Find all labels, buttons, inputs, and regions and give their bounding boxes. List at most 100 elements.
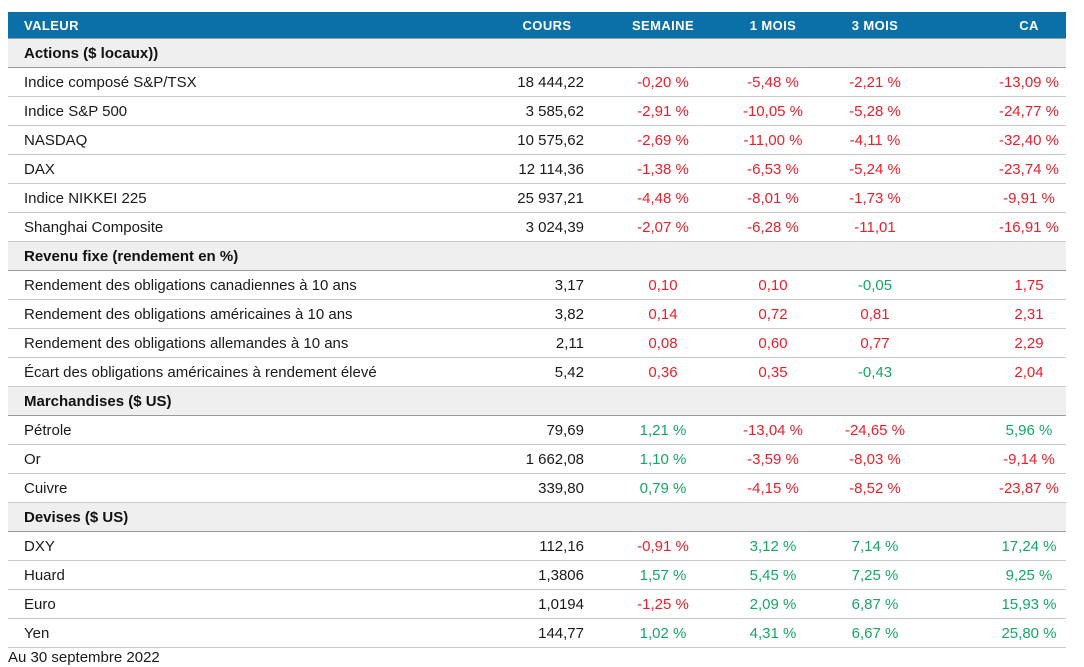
negative-change: -2,91 % — [637, 102, 689, 120]
negative-change: 2,31 — [1014, 305, 1044, 323]
change-value: -9,91 % — [932, 183, 1066, 213]
change-value: 1,57 % — [598, 560, 728, 590]
column-header-cours: COURS — [496, 12, 598, 39]
negative-change: -8,52 % — [849, 479, 901, 497]
change-value: -32,40 % — [932, 125, 1066, 155]
change-value: -0,91 % — [598, 531, 728, 561]
negative-change: -24,65 % — [844, 421, 906, 439]
negative-change: -2,07 % — [637, 218, 689, 236]
change-value: -6,53 % — [728, 154, 818, 184]
negative-change: -6,53 % — [747, 160, 799, 178]
negative-change: -32,40 % — [998, 131, 1060, 149]
negative-change: 0,10 — [648, 276, 678, 294]
instrument-label: Euro — [8, 589, 496, 619]
positive-change: 2,09 % — [749, 595, 797, 613]
change-value: 0,79 % — [598, 473, 728, 503]
change-value: -1,73 % — [818, 183, 932, 213]
table-row: Indice NIKKEI 225 25 937,21 -4,48 % -8,01 %… — [8, 183, 1066, 213]
positive-change: 7,14 % — [851, 537, 899, 555]
positive-change: 1,57 % — [639, 566, 687, 584]
cours-value: 12 114,36 — [496, 154, 598, 184]
negative-change: -5,28 % — [849, 102, 901, 120]
negative-change: 0,10 — [758, 276, 788, 294]
change-value: -2,21 % — [818, 67, 932, 97]
change-value: -8,52 % — [818, 473, 932, 503]
cours-value: 5,42 — [496, 357, 598, 387]
table-row: NASDAQ 10 575,62 -2,69 % -11,00 % -4,11 % -32… — [8, 125, 1066, 155]
negative-change: -11,00 % — [743, 131, 803, 149]
change-value: 7,25 % — [818, 560, 932, 590]
positive-change: -0,05 — [857, 276, 893, 294]
change-value: -9,14 % — [932, 444, 1066, 474]
table-body: Actions ($ locaux)) Indice composé S&P/TS… — [8, 38, 1066, 648]
instrument-label: Shanghai Composite — [8, 212, 496, 242]
change-value: -4,48 % — [598, 183, 728, 213]
cours-value: 25 937,21 — [496, 183, 598, 213]
instrument-label: NASDAQ — [8, 125, 496, 155]
instrument-label: Écart des obligations américaines à rend… — [8, 357, 496, 387]
negative-change: -4,15 % — [747, 479, 799, 497]
negative-change: -24,77 % — [998, 102, 1060, 120]
change-value: -0,43 — [818, 357, 932, 387]
cours-value: 3 585,62 — [496, 96, 598, 126]
positive-change: 5,96 % — [1005, 421, 1053, 439]
negative-change: -16,91 % — [998, 218, 1060, 236]
change-value: 0,14 — [598, 299, 728, 329]
change-value: 17,24 % — [932, 531, 1066, 561]
table-row: Rendement des obligations américaines à … — [8, 299, 1066, 329]
change-value: -11,00 % — [728, 125, 818, 155]
table-row: Pétrole 79,69 1,21 % -13,04 % -24,65 % 5,96 % — [8, 415, 1066, 445]
header-row: VALEUR COURS SEMAINE 1 MOIS 3 MOIS CA — [8, 12, 1066, 39]
change-value: -8,03 % — [818, 444, 932, 474]
change-value: -11,01 — [818, 212, 932, 242]
negative-change: -23,87 % — [998, 479, 1060, 497]
change-value: -1,38 % — [598, 154, 728, 184]
cours-value: 10 575,62 — [496, 125, 598, 155]
instrument-label: Rendement des obligations allemandes à 1… — [8, 328, 496, 358]
instrument-label: Or — [8, 444, 496, 474]
cours-value: 3 024,39 — [496, 212, 598, 242]
market-summary-table: VALEUR COURS SEMAINE 1 MOIS 3 MOIS CA Ac… — [8, 12, 1066, 648]
change-value: -3,59 % — [728, 444, 818, 474]
negative-change: -9,91 % — [1003, 189, 1055, 207]
cours-value: 79,69 — [496, 415, 598, 445]
change-value: 0,08 — [598, 328, 728, 358]
section-row: Devises ($ US) — [8, 502, 1066, 532]
negative-change: 1,75 — [1014, 276, 1044, 294]
table-row: Rendement des obligations canadiennes à … — [8, 270, 1066, 300]
change-value: -0,20 % — [598, 67, 728, 97]
table-row: Indice S&P 500 3 585,62 -2,91 % -10,05 % -5,… — [8, 96, 1066, 126]
change-value: -24,65 % — [818, 415, 932, 445]
positive-change: 6,67 % — [851, 624, 899, 642]
change-value: 1,75 — [932, 270, 1066, 300]
negative-change: -23,74 % — [998, 160, 1060, 178]
change-value: -6,28 % — [728, 212, 818, 242]
change-value: -2,07 % — [598, 212, 728, 242]
change-value: 5,96 % — [932, 415, 1066, 445]
change-value: -23,87 % — [932, 473, 1066, 503]
negative-change: 2,29 — [1014, 334, 1044, 352]
negative-change: -9,14 % — [1003, 450, 1055, 468]
positive-change: 17,24 % — [1001, 537, 1057, 555]
instrument-label: Cuivre — [8, 473, 496, 503]
column-header-ca: CA — [932, 12, 1066, 39]
change-value: -4,11 % — [818, 125, 932, 155]
negative-change: -2,69 % — [637, 131, 689, 149]
change-value: -8,01 % — [728, 183, 818, 213]
change-value: 1,02 % — [598, 618, 728, 648]
instrument-label: Indice composé S&P/TSX — [8, 67, 496, 97]
section-label: Devises ($ US) — [8, 502, 1066, 532]
negative-change: -5,24 % — [849, 160, 901, 178]
change-value: 0,77 — [818, 328, 932, 358]
change-value: -4,15 % — [728, 473, 818, 503]
instrument-label: DXY — [8, 531, 496, 561]
table-row: Yen 144,77 1,02 % 4,31 % 6,67 % 25,80 % — [8, 618, 1066, 648]
negative-change: -13,09 % — [998, 73, 1060, 91]
change-value: 2,04 — [932, 357, 1066, 387]
cours-value: 18 444,22 — [496, 67, 598, 97]
change-value: -5,24 % — [818, 154, 932, 184]
positive-change: 1,10 % — [639, 450, 687, 468]
column-header-semaine: SEMAINE — [598, 12, 728, 39]
cours-value: 2,11 — [496, 328, 598, 358]
table-row: Or 1 662,08 1,10 % -3,59 % -8,03 % -9,14 % — [8, 444, 1066, 474]
